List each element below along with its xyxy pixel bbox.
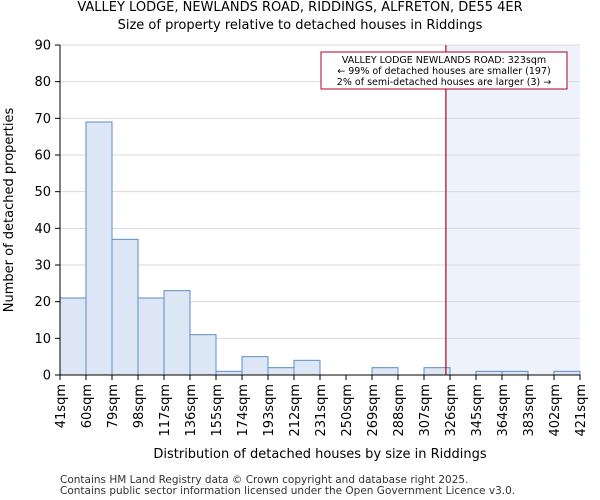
histogram-bar bbox=[267, 367, 295, 376]
footer-line-2: Contains public sector information licen… bbox=[60, 485, 516, 497]
y-tick-label: 20 bbox=[34, 295, 51, 310]
x-tick-label: 402sqm bbox=[548, 384, 563, 437]
x-tick-label: 421sqm bbox=[574, 384, 589, 437]
x-axis-title: Distribution of detached houses by size … bbox=[153, 447, 486, 462]
y-tick-label: 70 bbox=[34, 112, 51, 127]
chart-title: VALLEY LODGE, NEWLANDS ROAD, RIDDINGS, A… bbox=[77, 0, 523, 15]
x-tick-label: 60sqm bbox=[80, 384, 95, 428]
annotation-line: ← 99% of detached houses are smaller (19… bbox=[337, 66, 550, 77]
x-tick-label: 307sqm bbox=[418, 384, 433, 437]
x-tick-label: 136sqm bbox=[184, 384, 199, 437]
x-tick-label: 41sqm bbox=[54, 384, 69, 428]
histogram-bar bbox=[137, 297, 165, 376]
x-tick-label: 98sqm bbox=[132, 384, 147, 428]
histogram-bar bbox=[501, 370, 529, 376]
chart-subtitle: Size of property relative to detached ho… bbox=[117, 18, 483, 33]
histogram-bar bbox=[241, 356, 269, 376]
histogram-bar bbox=[163, 290, 191, 376]
y-tick-label: 10 bbox=[34, 332, 51, 347]
annotation-box bbox=[320, 51, 568, 90]
x-tick-label: 269sqm bbox=[366, 384, 381, 437]
histogram-bar bbox=[215, 370, 243, 376]
histogram-bar bbox=[371, 367, 399, 376]
histogram-bar bbox=[475, 370, 503, 376]
histogram-bar bbox=[59, 297, 87, 376]
x-tick-label: 345sqm bbox=[470, 384, 485, 437]
histogram-bar bbox=[553, 370, 581, 376]
histogram-bar bbox=[189, 334, 217, 376]
histogram-bar bbox=[293, 359, 321, 376]
y-tick-label: 50 bbox=[34, 185, 51, 200]
highlight-region bbox=[445, 45, 580, 375]
y-tick-label: 40 bbox=[34, 222, 51, 237]
x-tick-label: 117sqm bbox=[158, 384, 173, 437]
footer-line-1: Contains HM Land Registry data © Crown c… bbox=[60, 474, 469, 486]
y-tick-label: 0 bbox=[43, 369, 51, 384]
x-tick-label: 174sqm bbox=[236, 384, 251, 437]
x-tick-label: 193sqm bbox=[262, 384, 277, 437]
y-tick-label: 80 bbox=[34, 75, 51, 90]
x-tick-label: 250sqm bbox=[340, 384, 355, 437]
x-tick-label: 288sqm bbox=[392, 384, 407, 437]
x-tick-label: 383sqm bbox=[522, 384, 537, 437]
annotation-line: VALLEY LODGE NEWLANDS ROAD: 323sqm bbox=[342, 55, 546, 66]
x-tick-label: 231sqm bbox=[314, 384, 329, 437]
y-axis-title: Number of detached properties bbox=[2, 108, 17, 313]
x-tick-label: 212sqm bbox=[288, 384, 303, 437]
x-tick-label: 326sqm bbox=[444, 384, 459, 437]
y-tick-label: 60 bbox=[34, 149, 51, 164]
x-tick-label: 364sqm bbox=[496, 384, 511, 437]
y-tick-label: 30 bbox=[34, 259, 51, 274]
histogram-bar bbox=[111, 238, 139, 376]
y-tick-label: 90 bbox=[34, 39, 51, 54]
x-tick-label: 79sqm bbox=[106, 384, 121, 428]
x-tick-label: 155sqm bbox=[210, 384, 225, 437]
annotation-line: 2% of semi-detached houses are larger (3… bbox=[337, 77, 551, 88]
histogram-bar bbox=[85, 121, 113, 376]
